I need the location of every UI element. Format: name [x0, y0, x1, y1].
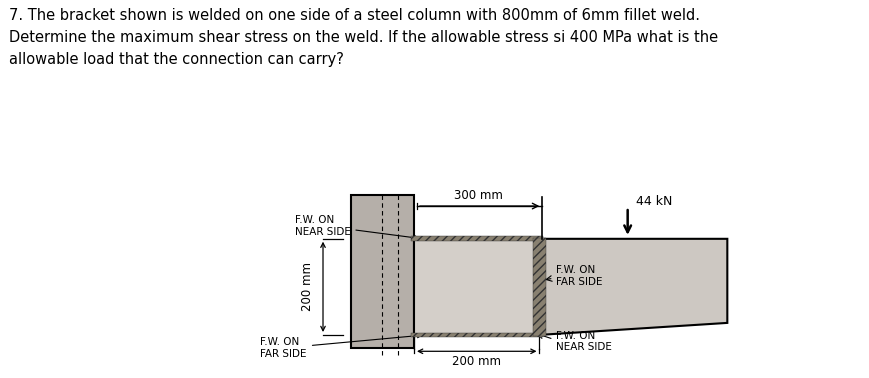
Text: 300 mm: 300 mm [454, 189, 502, 202]
Text: 44 kN: 44 kN [635, 195, 672, 208]
Bar [411, 236, 543, 241]
Bar [411, 333, 543, 337]
Bar [533, 238, 545, 336]
Text: F.W. ON
NEAR SIDE: F.W. ON NEAR SIDE [295, 215, 418, 240]
Text: F.W. ON
FAR SIDE: F.W. ON FAR SIDE [556, 265, 602, 287]
Text: 7. The bracket shown is welded on one side of a steel column with 800mm of 6mm f: 7. The bracket shown is welded on one si… [9, 8, 717, 67]
Bar [414, 239, 539, 335]
Text: 200 mm: 200 mm [452, 355, 501, 368]
Text: 200 mm: 200 mm [302, 262, 314, 311]
Text: F.W. ON
NEAR SIDE: F.W. ON NEAR SIDE [556, 331, 612, 352]
Text: F.W. ON
FAR SIDE: F.W. ON FAR SIDE [260, 334, 421, 359]
Bar [351, 195, 414, 348]
Polygon shape [539, 239, 726, 335]
